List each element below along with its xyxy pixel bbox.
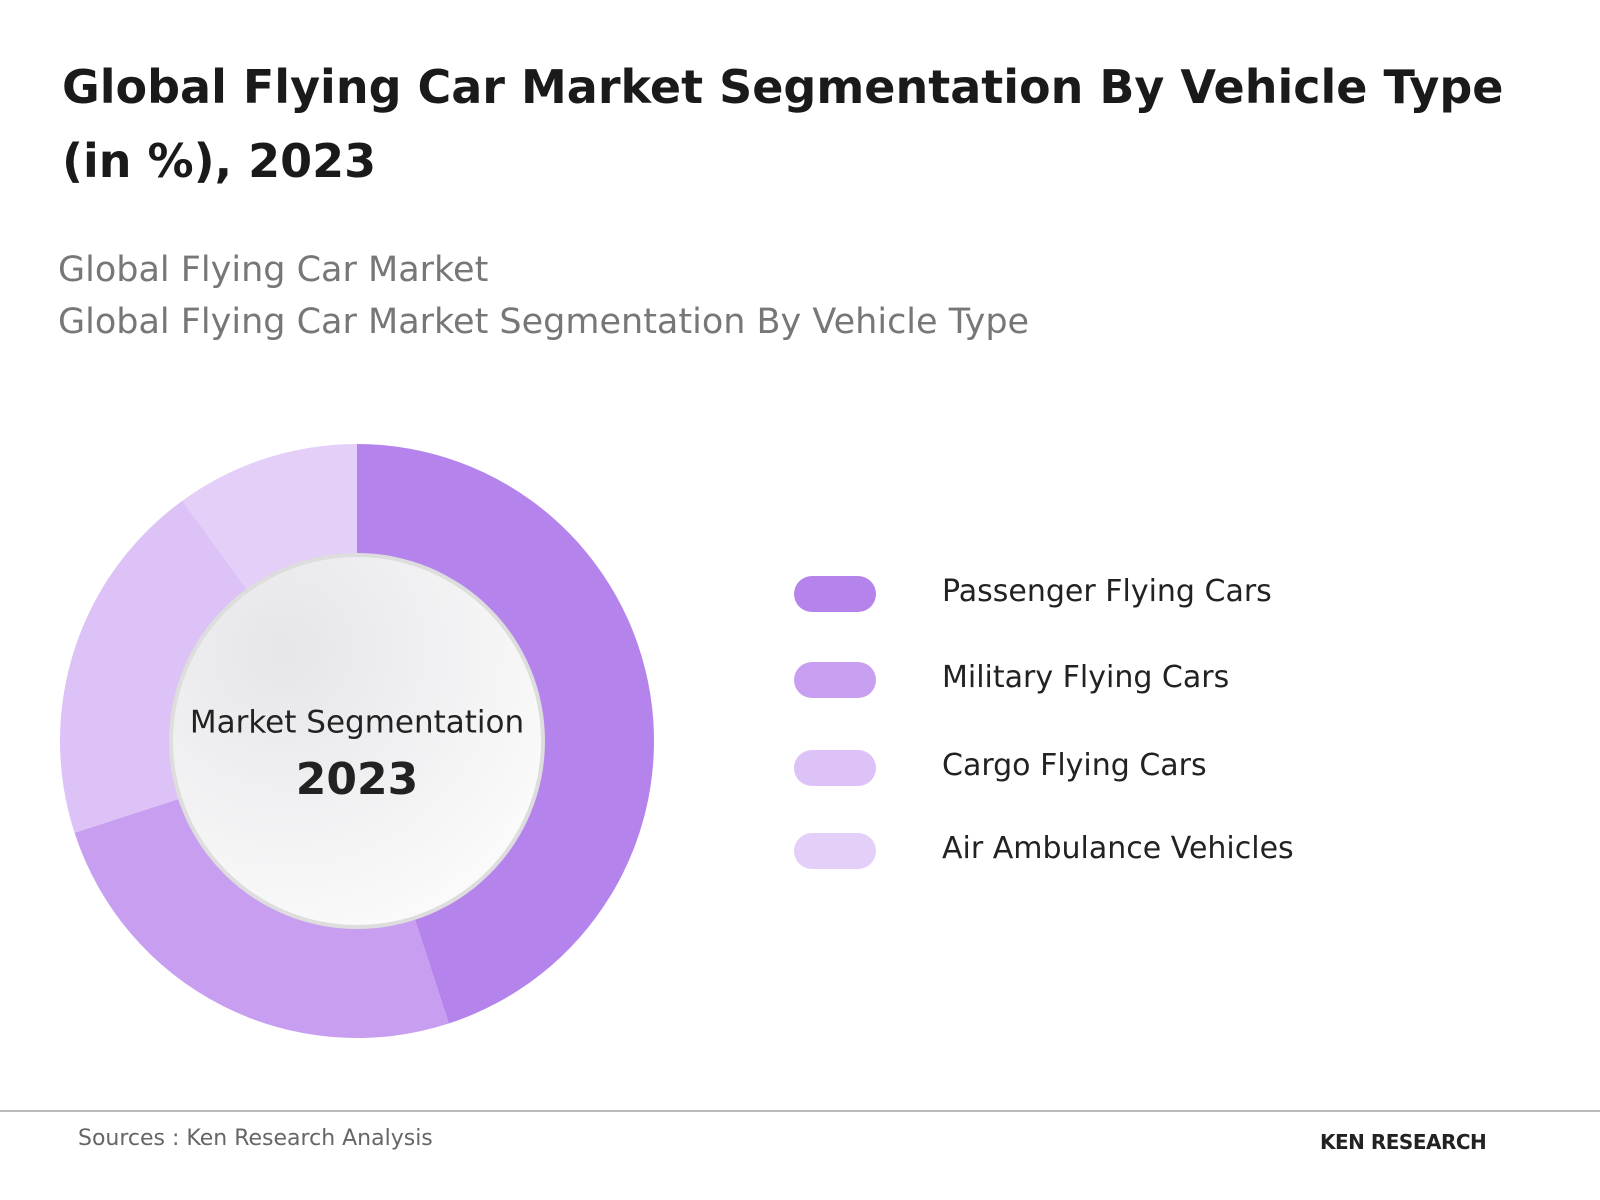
legend: [794, 576, 876, 869]
center-label: Market Segmentation: [190, 705, 524, 741]
source: Sources : Ken Research Analysis: [78, 1126, 433, 1151]
donut-segment: [74, 797, 449, 1038]
donut-segment: [182, 444, 357, 593]
subtitle: Global Flying Car Market: [58, 250, 489, 290]
legend-label: Military Flying Cars: [942, 660, 1230, 695]
center-circle: [173, 557, 541, 925]
donut-segment: [59, 500, 249, 833]
legend-swatch: [794, 833, 876, 869]
legend-label: Cargo Flying Cars: [942, 748, 1207, 783]
legend-label: Air Ambulance Vehicles: [942, 831, 1294, 866]
subtitle: Global Flying Car Market Segmentation By…: [58, 302, 1030, 342]
chart-title: Global Flying Car Market Segmentation By…: [62, 60, 1504, 188]
legend-swatch: [794, 576, 876, 612]
donut: [59, 444, 655, 1038]
legend-label: Passenger Flying Cars: [942, 574, 1272, 609]
legend-swatch: [794, 662, 876, 698]
center-year: 2023: [296, 754, 418, 805]
legend-swatch: [794, 750, 876, 786]
donut-segment: [357, 444, 655, 1024]
logo: KEN RESEARCH: [1320, 1130, 1487, 1154]
